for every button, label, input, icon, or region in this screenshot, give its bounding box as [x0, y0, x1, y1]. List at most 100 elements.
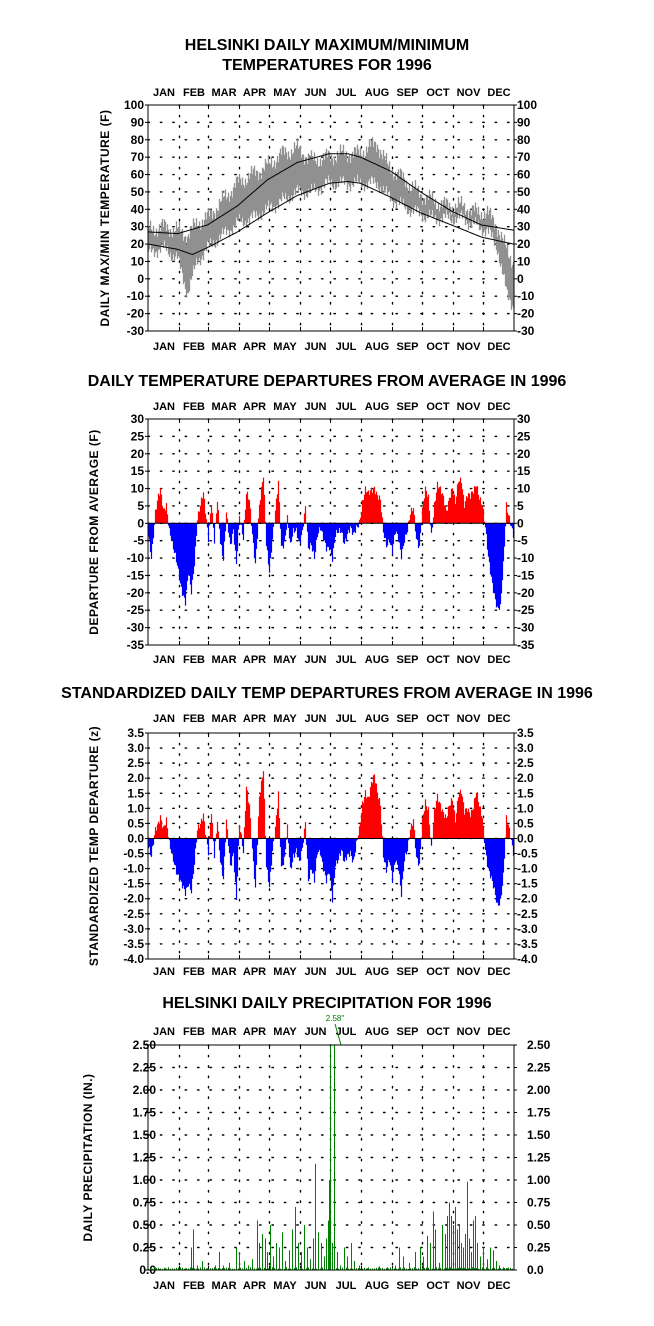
chart-title-4-1: HELSINKI DAILY PRECIPITATION FOR 1996: [162, 995, 491, 1012]
month-label-bottom: JUL: [336, 654, 357, 666]
y-tick-label-right: -25: [517, 603, 535, 617]
y-tick-label-right: -20: [517, 586, 535, 600]
month-label-bottom: JUL: [336, 1280, 357, 1292]
plot-frame: [147, 104, 515, 332]
y-tick-label-left: -35: [127, 638, 145, 652]
y-tick-label-left: 3.5: [127, 726, 144, 740]
month-label-top: NOV: [457, 713, 482, 725]
y-tick-label-left: 20: [131, 447, 145, 461]
chart-title-2-1: DAILY TEMPERATURE DEPARTURES FROM AVERAG…: [88, 373, 567, 390]
month-label-top: NOV: [457, 1026, 482, 1038]
month-label-top: AUG: [365, 1026, 389, 1038]
month-label-top: JAN: [153, 713, 175, 725]
month-label-bottom: FEB: [183, 341, 205, 353]
month-label-top: FEB: [183, 401, 205, 413]
month-label-bottom: DEC: [487, 966, 510, 978]
y-tick-label-left: 80: [131, 133, 145, 147]
y-tick-label-left: 0.75: [133, 1196, 157, 1210]
y-tick-label-left: 40: [131, 202, 145, 216]
y-axis-label: STANDARDIZED TEMP DEPARTURE (z): [87, 726, 101, 966]
y-tick-label-left: 1.5: [127, 786, 144, 800]
y-tick-label-right: -3.0: [517, 922, 538, 936]
chart-panel-3: STANDARDIZED DAILY TEMP DEPARTURES FROM …: [61, 685, 593, 978]
y-tick-label-left: 70: [131, 150, 145, 164]
departure-bars: [147, 771, 515, 906]
y-tick-label-left: 2.5: [127, 756, 144, 770]
month-label-bottom: JUN: [304, 1280, 326, 1292]
month-label-top: APR: [243, 87, 266, 99]
y-tick-label-left: 10: [131, 482, 145, 496]
month-label-top: JUL: [336, 401, 357, 413]
y-tick-label-right: 2.00: [527, 1083, 551, 1097]
y-tick-label-left: -10: [127, 289, 145, 303]
month-label-top: JUL: [336, 87, 357, 99]
month-label-bottom: FEB: [183, 1280, 205, 1292]
y-tick-label-right: 0.50: [527, 1218, 551, 1232]
y-tick-label-left: 20: [131, 237, 145, 251]
y-tick-label-right: 1.0: [517, 801, 534, 815]
month-label-bottom: JAN: [153, 1280, 175, 1292]
chart-title-1-1: HELSINKI DAILY MAXIMUM/MINIMUM: [185, 37, 469, 54]
month-label-top: DEC: [487, 1026, 510, 1038]
month-label-bottom: JUN: [304, 966, 326, 978]
month-label-top: JUN: [304, 401, 326, 413]
y-tick-label-left: -5: [133, 534, 144, 548]
y-tick-label-right: -20: [517, 307, 535, 321]
y-tick-label-left: 1.0: [127, 801, 144, 815]
y-tick-label-left: 25: [131, 429, 145, 443]
y-tick-label-left: 100: [124, 98, 144, 112]
month-label-top: SEP: [396, 713, 418, 725]
plot-frame: [147, 1044, 515, 1271]
y-tick-label-left: 0: [137, 516, 144, 530]
y-tick-label-left: 0: [137, 272, 144, 286]
y-tick-label-right: 20: [517, 447, 531, 461]
y-tick-label-right: -2.0: [517, 892, 538, 906]
month-label-bottom: JAN: [153, 654, 175, 666]
y-tick-label-right: 10: [517, 482, 531, 496]
month-label-top: NOV: [457, 401, 482, 413]
y-tick-label-left: 10: [131, 254, 145, 268]
month-label-top: DEC: [487, 713, 510, 725]
departure-bars: [147, 477, 515, 610]
month-label-bottom: MAR: [211, 966, 236, 978]
y-tick-label-left: 90: [131, 115, 145, 129]
y-tick-label-right: -1.0: [517, 862, 538, 876]
month-label-bottom: FEB: [183, 654, 205, 666]
y-tick-label-right: -15: [517, 568, 535, 582]
month-label-top: MAR: [211, 1026, 236, 1038]
month-label-bottom: MAR: [211, 1280, 236, 1292]
y-tick-label-left: 0.0: [127, 831, 144, 845]
month-label-bottom: NOV: [457, 341, 482, 353]
y-tick-label-right: -0.5: [517, 847, 538, 861]
month-label-top: NOV: [457, 87, 482, 99]
y-tick-label-left: 2.00: [133, 1083, 157, 1097]
month-label-bottom: OCT: [426, 341, 450, 353]
month-label-bottom: MAR: [211, 654, 236, 666]
chart-panel-1: HELSINKI DAILY MAXIMUM/MINIMUM TEMPERATUR…: [98, 37, 537, 353]
month-label-bottom: SEP: [396, 966, 418, 978]
y-tick-label-left: 0.25: [133, 1241, 157, 1255]
y-tick-label-right: -35: [517, 638, 535, 652]
y-tick-label-left: 2.50: [133, 1038, 157, 1052]
y-tick-label-left: 1.00: [133, 1173, 157, 1187]
y-tick-label-right: 0.25: [527, 1241, 551, 1255]
y-tick-label-right: 60: [517, 168, 531, 182]
month-label-top: OCT: [426, 87, 450, 99]
y-tick-label-right: 5: [517, 499, 524, 513]
month-label-top: JAN: [153, 87, 175, 99]
y-tick-label-right: 0.75: [527, 1196, 551, 1210]
normal-min-line: [148, 180, 514, 256]
y-tick-label-left: 3.0: [127, 741, 144, 755]
chart-title-3-1: STANDARDIZED DAILY TEMP DEPARTURES FROM …: [61, 685, 593, 702]
y-tick-label-left: 30: [131, 220, 145, 234]
y-tick-label-right: 1.50: [527, 1128, 551, 1142]
y-tick-label-left: -1.0: [123, 862, 144, 876]
month-label-bottom: OCT: [426, 966, 450, 978]
y-tick-label-right: 30: [517, 412, 531, 426]
month-label-top: OCT: [426, 1026, 450, 1038]
y-axis-label: DAILY MAX/MIN TEMPERATURE (F): [98, 110, 112, 327]
y-tick-label-left: 5: [137, 499, 144, 513]
y-tick-label-left: -3.0: [123, 922, 144, 936]
y-tick-label-left: -1.5: [123, 877, 144, 891]
